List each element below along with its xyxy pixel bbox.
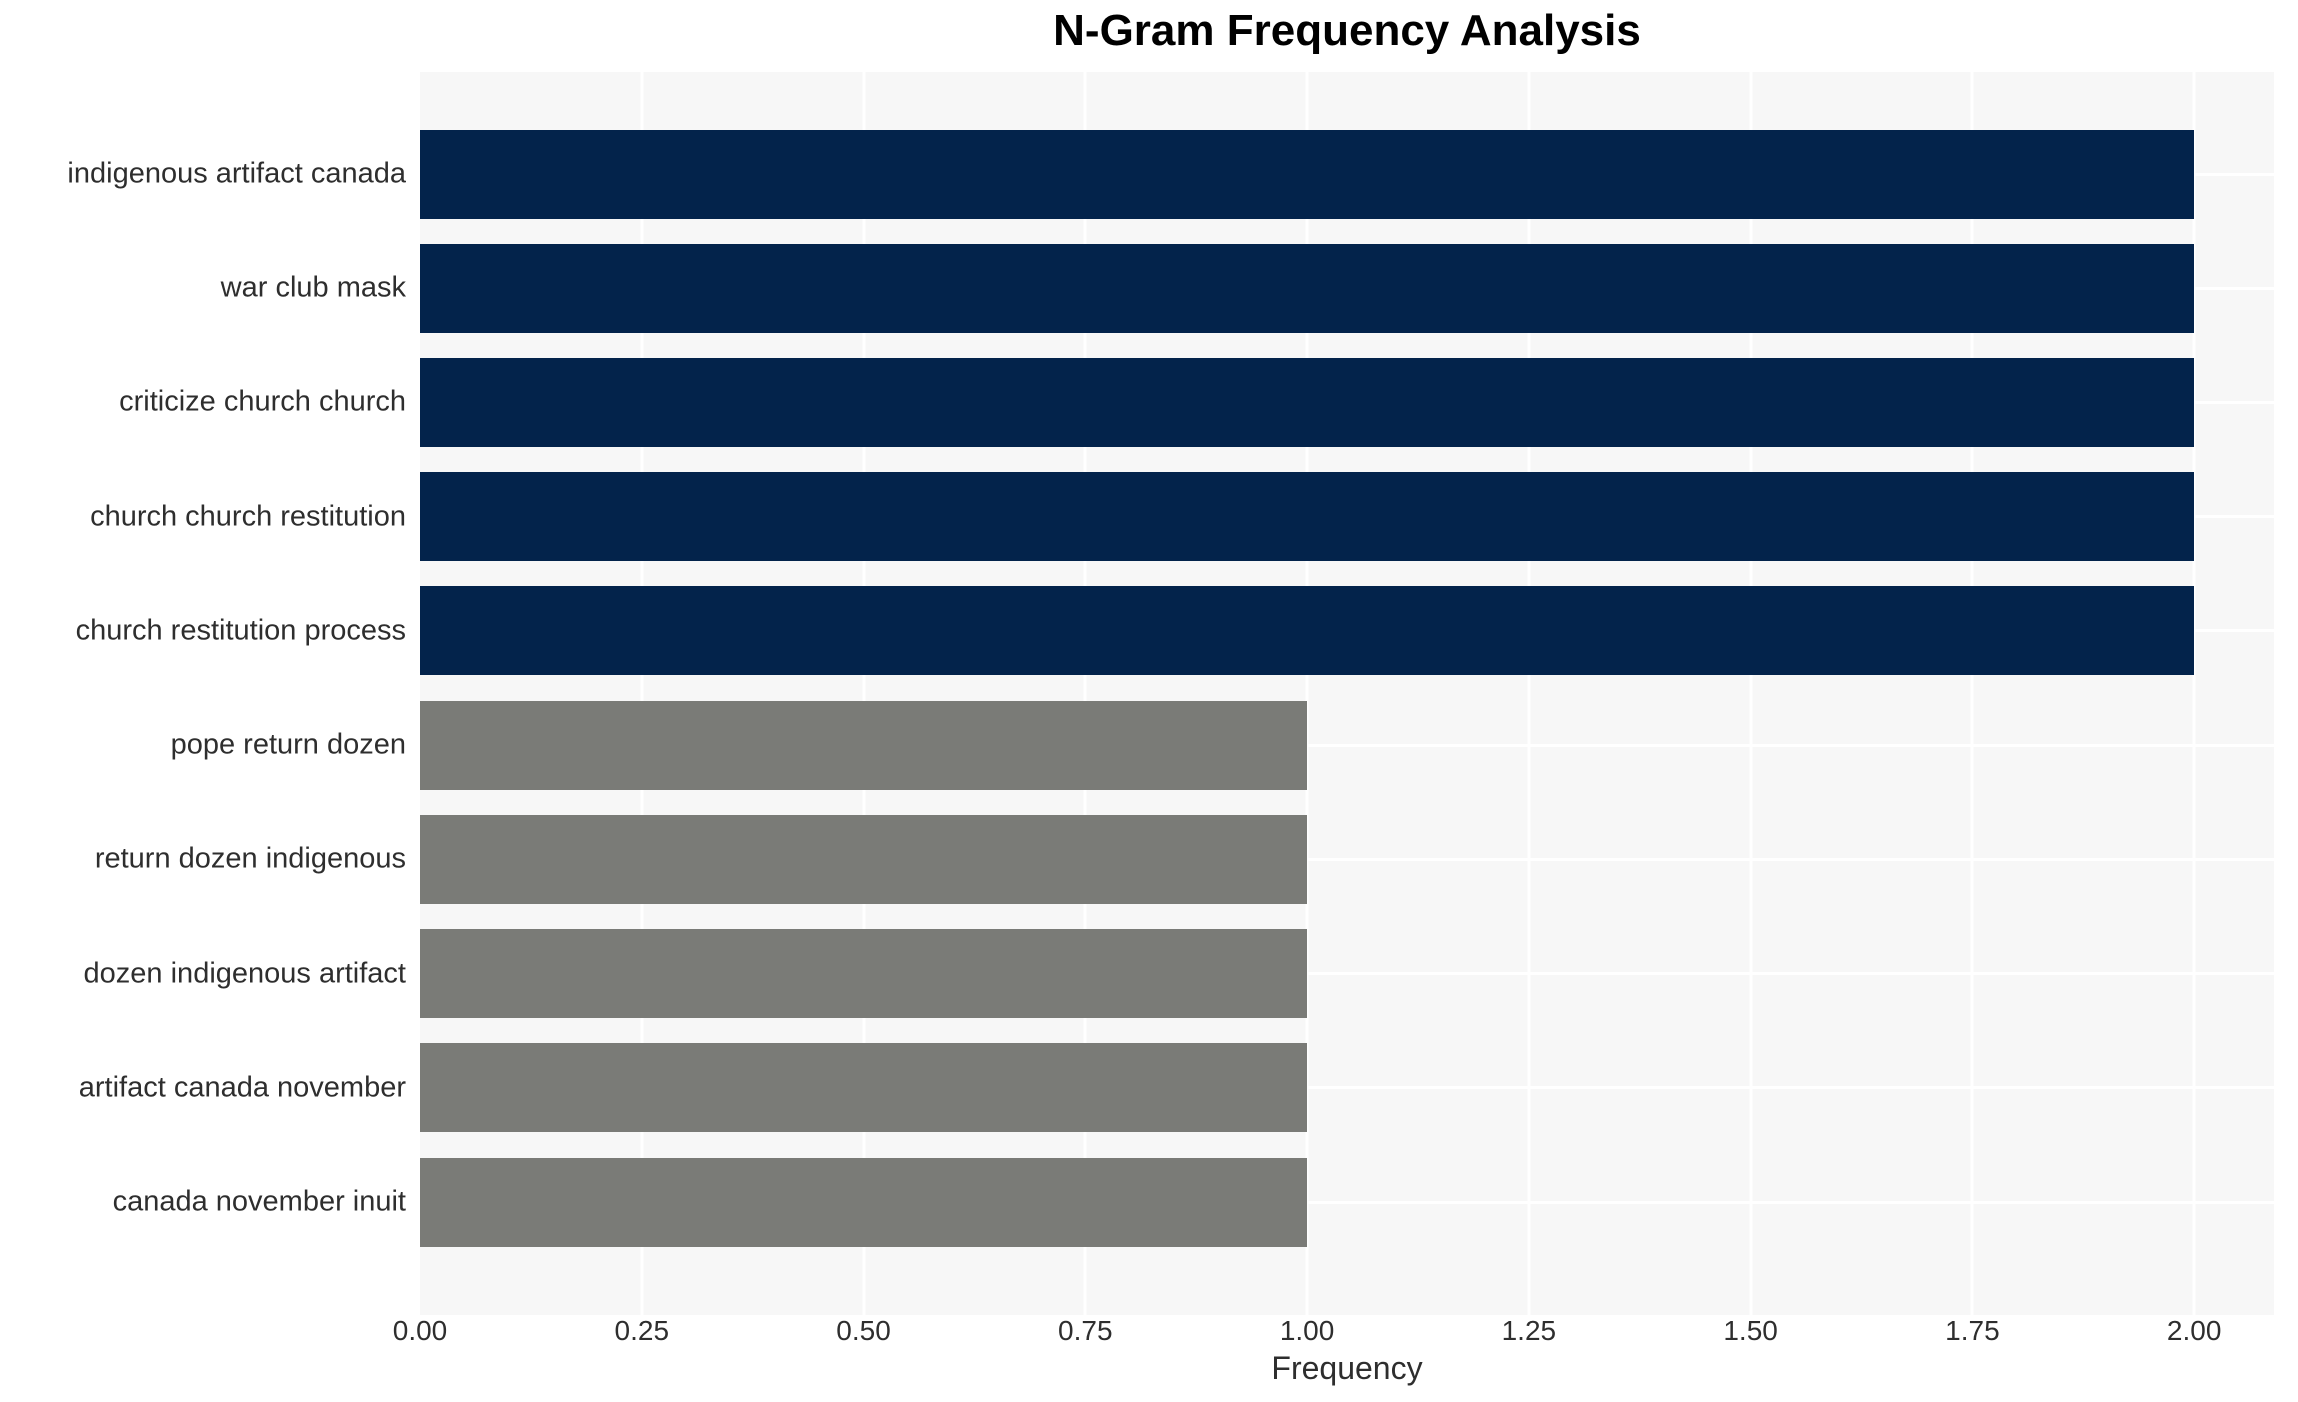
y-tick-label: pope return dozen	[170, 728, 406, 761]
chart-title: N-Gram Frequency Analysis	[1053, 6, 1641, 55]
bar	[420, 929, 1308, 1019]
plot-area	[420, 72, 2274, 1315]
y-tick-label: dozen indigenous artifact	[83, 957, 406, 990]
y-tick-label: criticize church church	[119, 385, 406, 418]
bar	[420, 129, 2195, 219]
x-tick-label: 0.00	[392, 1315, 448, 1346]
gridline-vertical	[1083, 72, 1087, 1315]
x-tick-label: 1.75	[1945, 1315, 2000, 1346]
gridline-vertical	[1970, 72, 1974, 1315]
x-tick-label: 1.00	[1279, 1315, 1335, 1346]
gridline-vertical	[1305, 72, 1309, 1315]
x-tick-label: 0.75	[1058, 1315, 1113, 1346]
bar	[420, 357, 2195, 447]
x-tick-label: 1.50	[1723, 1315, 1778, 1346]
y-tick-label: canada november inuit	[112, 1185, 406, 1218]
y-tick-label: church church restitution	[90, 500, 406, 533]
y-tick-label: return dozen indigenous	[94, 842, 406, 875]
x-tick-label: 0.25	[614, 1315, 670, 1346]
x-tick-label: 1.25	[1501, 1315, 1557, 1346]
y-tick-label: war club mask	[220, 271, 406, 304]
y-tick-label: artifact canada november	[78, 1071, 406, 1104]
gridline-horizontal	[420, 1200, 2274, 1204]
bar	[420, 1043, 1308, 1133]
bar	[420, 586, 2195, 676]
bar	[420, 1157, 1308, 1247]
y-tick-label: indigenous artifact canada	[67, 157, 406, 190]
gridline-vertical	[2192, 72, 2196, 1315]
gridline-horizontal	[420, 857, 2274, 861]
bar	[420, 243, 2195, 333]
gridline-horizontal	[420, 972, 2274, 976]
x-axis-title: Frequency	[1271, 1350, 1423, 1386]
bar	[420, 700, 1308, 790]
x-tick-label: 0.50	[836, 1315, 891, 1346]
gridline-vertical	[1749, 72, 1753, 1315]
x-tick-label: 2.00	[2166, 1315, 2222, 1346]
y-tick-label: church restitution process	[75, 614, 406, 647]
bar	[420, 472, 2195, 562]
gridline-horizontal	[420, 1086, 2274, 1090]
bar	[420, 814, 1308, 904]
gridline-vertical	[862, 72, 866, 1315]
gridline-horizontal	[420, 743, 2274, 747]
gridline-vertical	[640, 72, 644, 1315]
gridline-vertical	[1527, 72, 1531, 1315]
